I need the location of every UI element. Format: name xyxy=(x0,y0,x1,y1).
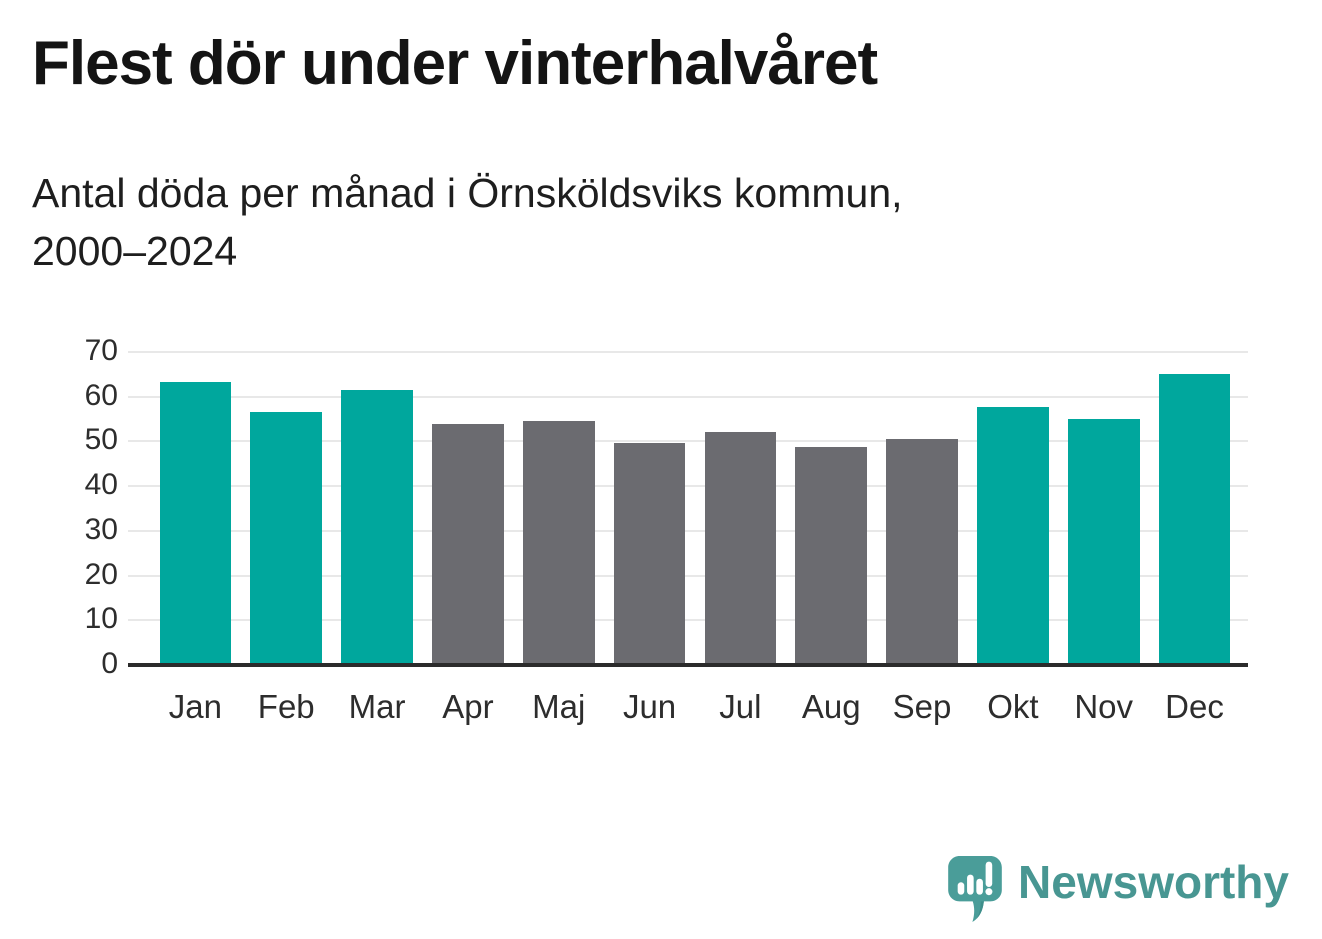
speech-bubble-tail-shade xyxy=(976,901,984,919)
bar-jan xyxy=(159,382,232,665)
bar-band-jul xyxy=(695,352,786,665)
brand-wordmark: Newsworthy xyxy=(1018,856,1289,908)
bar-jun xyxy=(613,443,686,665)
bar-band-nov xyxy=(1058,352,1149,665)
plot-area xyxy=(128,351,1248,667)
x-tick-label-dec: Dec xyxy=(1165,688,1224,725)
bar-band-mar xyxy=(332,352,423,665)
subtitle-line-2: 2000–2024 xyxy=(32,228,238,274)
bar-nov xyxy=(1067,418,1140,665)
y-tick-label-0: 0 xyxy=(101,646,118,680)
gridline-10 xyxy=(128,619,1248,622)
bar-band-sep xyxy=(877,352,968,665)
gridline-50 xyxy=(128,440,1248,443)
bar-jul xyxy=(704,431,777,665)
y-tick-label-60: 60 xyxy=(84,378,118,412)
bar-band-feb xyxy=(241,352,332,665)
speech-bubble-shape xyxy=(948,856,1002,922)
gridline-60 xyxy=(128,395,1248,398)
y-tick-label-10: 10 xyxy=(84,602,118,636)
y-tick-label-50: 50 xyxy=(84,423,118,457)
x-tick-label-jul: Jul xyxy=(719,688,762,725)
bar-band-maj xyxy=(513,352,604,665)
x-tick-label-jan: Jan xyxy=(168,688,223,725)
bar-aug xyxy=(795,447,868,665)
brand-footer: Newsworthy xyxy=(948,855,1289,923)
y-axis-labels: 0 10 20 30 40 50 60 70 xyxy=(30,334,118,680)
gridline-40 xyxy=(128,485,1248,488)
bar-maj xyxy=(522,421,595,665)
bar-sep xyxy=(886,438,958,665)
page-title: Flest dör under vinterhalvåret xyxy=(32,29,878,98)
bar-mar xyxy=(341,389,413,665)
bar-band-jun xyxy=(604,352,695,665)
newsworthy-logo-icon xyxy=(948,856,1002,922)
chart-subtitle: Antal döda per månad i Örnsköldsviks kom… xyxy=(32,164,903,280)
gridline-70 xyxy=(128,351,1248,353)
bar-band-okt xyxy=(967,352,1058,665)
bar-band-apr xyxy=(422,352,513,665)
x-tick-label-okt: Okt xyxy=(987,688,1039,725)
subtitle-line-1: Antal döda per månad i Örnsköldsviks kom… xyxy=(32,170,903,216)
x-tick-label-nov: Nov xyxy=(1074,688,1134,725)
x-tick-label-sep: Sep xyxy=(892,688,952,725)
x-tick-label-feb: Feb xyxy=(257,688,315,725)
gridline-30 xyxy=(128,529,1248,532)
bar-feb xyxy=(250,412,323,665)
x-tick-label-mar: Mar xyxy=(348,688,406,725)
x-tick-label-apr: Apr xyxy=(442,688,494,725)
bar-band-dec xyxy=(1149,352,1240,665)
x-axis-labels: Jan Feb Mar Apr Maj Jun Jul Aug Sep Okt Nov Dec xyxy=(128,688,1248,726)
x-axis-line xyxy=(128,663,1248,667)
x-tick-label-jun: Jun xyxy=(622,688,677,725)
bar-band-aug xyxy=(786,352,877,665)
bar-band-jan xyxy=(150,352,241,665)
bar-apr xyxy=(432,424,504,665)
x-tick-label-aug: Aug xyxy=(801,688,861,725)
y-tick-label-20: 20 xyxy=(84,557,118,591)
y-tick-label-30: 30 xyxy=(84,512,118,546)
y-tick-label-40: 40 xyxy=(84,468,118,502)
bars xyxy=(128,352,1248,665)
gridline-20 xyxy=(128,574,1248,577)
bar-okt xyxy=(976,406,1049,665)
y-tick-label-70: 70 xyxy=(84,333,118,367)
bar-dec xyxy=(1158,374,1231,665)
x-tick-label-maj: Maj xyxy=(532,688,586,725)
